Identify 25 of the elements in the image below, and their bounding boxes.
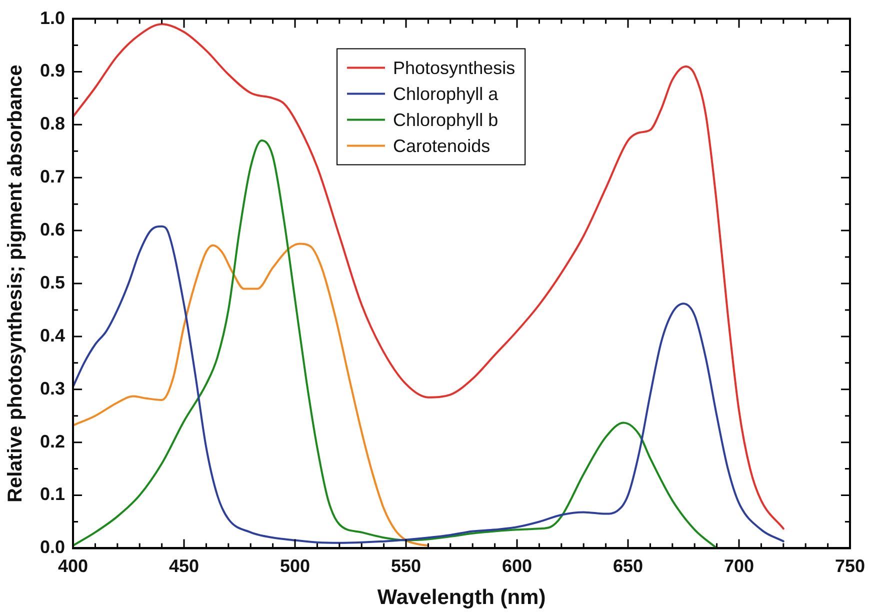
y-tick-label: 0.8 — [40, 114, 66, 134]
x-tick-label: 750 — [834, 556, 866, 576]
x-tick-label: 700 — [724, 556, 754, 576]
x-tick-label: 600 — [502, 556, 532, 576]
y-tick-label: 0.6 — [40, 220, 66, 240]
x-tick-label: 650 — [612, 556, 644, 576]
x-tick-label: 400 — [58, 556, 88, 576]
legend-label: Photosynthesis — [393, 58, 516, 78]
y-tick-label: 0.0 — [40, 537, 66, 558]
y-tick-label: 1.0 — [40, 8, 66, 28]
y-tick-label: 0.1 — [40, 484, 66, 504]
x-axis-title: Wavelength (nm) — [377, 586, 546, 610]
legend-label: Carotenoids — [393, 136, 490, 156]
y-tick-label: 0.7 — [40, 166, 66, 187]
x-tick-label: 500 — [280, 556, 310, 576]
y-tick-label: 0.9 — [40, 60, 66, 81]
x-tick-label: 450 — [168, 556, 200, 576]
legend-label: Chlorophyll a — [393, 84, 500, 104]
x-tick-label: 550 — [390, 556, 422, 576]
y-tick-label: 0.2 — [40, 431, 66, 452]
legend-label: Chlorophyll b — [393, 110, 498, 130]
y-axis-title: Relative photosynthesis; pigment absorbance — [4, 64, 27, 502]
y-tick-label: 0.3 — [40, 378, 66, 398]
y-tick-label: 0.5 — [40, 272, 66, 292]
y-tick-label: 0.4 — [40, 325, 66, 346]
